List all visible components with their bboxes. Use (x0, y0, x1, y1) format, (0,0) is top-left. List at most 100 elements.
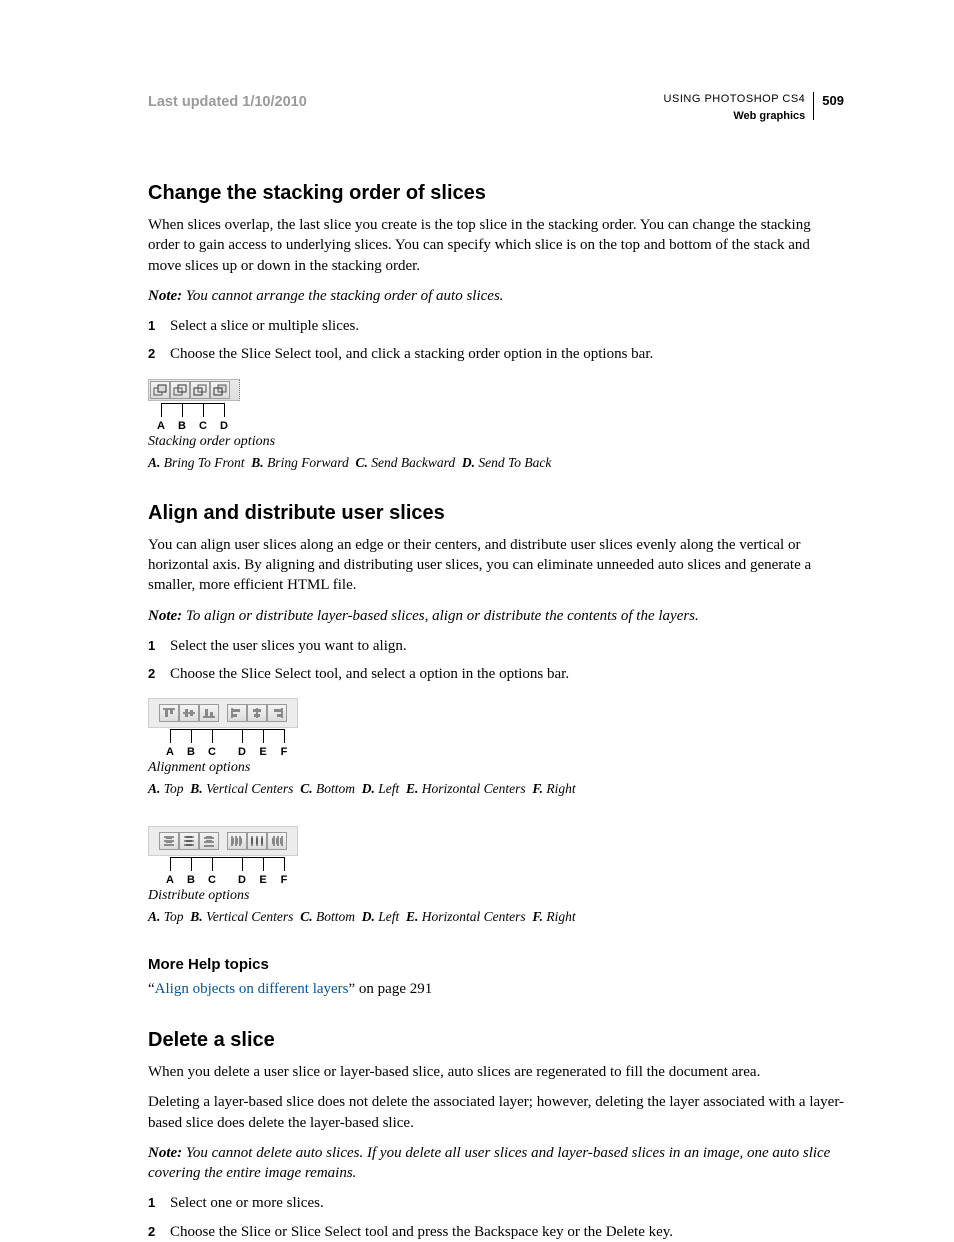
para: Deleting a layer-based slice does not de… (148, 1092, 844, 1133)
note-text: You cannot arrange the stacking order of… (186, 288, 504, 304)
help-link[interactable]: Align objects on different layers (155, 981, 349, 997)
align-vertical-group (159, 704, 219, 722)
align-left-icon (227, 704, 247, 722)
distribute-vertical-group (159, 832, 219, 850)
step-text: Choose the Slice or Slice Select tool an… (170, 1222, 673, 1242)
note-label: Note: (148, 608, 182, 624)
legend-value: Vertical Centers (206, 781, 293, 796)
align-top-icon (159, 704, 179, 722)
page-header: Last updated 1/10/2010 USING PHOTOSHOP C… (148, 92, 844, 122)
note-label: Note: (148, 1145, 182, 1161)
legend-value: Bottom (316, 909, 355, 924)
legend-key: A. (148, 455, 164, 470)
align-vcenter-icon (179, 704, 199, 722)
legend-key: C. (355, 455, 371, 470)
legend-value: Bottom (316, 781, 355, 796)
callout-label: B (178, 419, 186, 434)
quote-open: “ (148, 981, 155, 997)
step-text: Choose the Slice Select tool, and select… (170, 664, 569, 684)
send-backward-icon (190, 381, 210, 399)
note-text: To align or distribute layer-based slice… (186, 608, 699, 624)
legend-value: Top (164, 781, 184, 796)
step-num: 2 (148, 664, 170, 684)
legend-value: Vertical Centers (206, 909, 293, 924)
step-text: Select the user slices you want to align… (170, 636, 407, 656)
para: When you delete a user slice or layer-ba… (148, 1062, 844, 1082)
callout-label: A (166, 873, 174, 888)
toolbar-wrapper (148, 698, 298, 728)
distribute-right-icon (267, 832, 287, 850)
figure-caption: Alignment options (148, 759, 844, 778)
steps-list: 1Select the user slices you want to alig… (148, 636, 844, 685)
callout-label: D (238, 873, 246, 888)
toolbar-stacking (148, 379, 240, 401)
legend-value: Top (164, 909, 184, 924)
note-text: You cannot delete auto slices. If you de… (148, 1145, 830, 1181)
header-divider (813, 92, 814, 120)
legend-key: A. (148, 909, 164, 924)
callout-label: C (208, 745, 216, 760)
legend-key: E. (406, 909, 422, 924)
note-label: Note: (148, 288, 182, 304)
note: Note: To align or distribute layer-based… (148, 606, 844, 626)
heading-stacking: Change the stacking order of slices (148, 180, 844, 207)
figure-legend: A. Top B. Vertical Centers C. Bottom D. … (148, 780, 844, 798)
legend-value: Right (546, 909, 575, 924)
callouts: ABCDEF (148, 857, 298, 885)
figure-alignment-options: ABCDEF Alignment options A. Top B. Verti… (148, 698, 844, 798)
help-link-line: “Align objects on different layers” on p… (148, 979, 844, 999)
figure-legend: A. Bring To Front B. Bring Forward C. Se… (148, 454, 844, 472)
step: 1Select the user slices you want to alig… (148, 636, 844, 656)
distribute-top-icon (159, 832, 179, 850)
section-stacking-order: Change the stacking order of slices When… (148, 180, 844, 472)
help-after: ” on page 291 (349, 981, 433, 997)
callout-label: C (208, 873, 216, 888)
step-num: 1 (148, 1193, 170, 1213)
send-to-back-icon (210, 381, 230, 399)
last-updated: Last updated 1/10/2010 (148, 94, 307, 110)
callout-label: B (187, 873, 195, 888)
legend-value: Horizontal Centers (422, 781, 526, 796)
page-number: 509 (820, 92, 844, 110)
section-align-distribute: Align and distribute user slices You can… (148, 500, 844, 999)
align-bottom-icon (199, 704, 219, 722)
bring-to-front-icon (150, 381, 170, 399)
step-text: Select one or more slices. (170, 1193, 324, 1213)
legend-key: D. (462, 455, 479, 470)
legend-key: D. (362, 781, 379, 796)
step: 2Choose the Slice Select tool, and selec… (148, 664, 844, 684)
steps-list: 1Select a slice or multiple slices. 2Cho… (148, 316, 844, 365)
legend-key: A. (148, 781, 164, 796)
legend-value: Bring To Front (164, 455, 245, 470)
legend-key: B. (251, 455, 267, 470)
more-help-heading: More Help topics (148, 955, 844, 975)
heading-delete: Delete a slice (148, 1027, 844, 1054)
note: Note: You cannot delete auto slices. If … (148, 1143, 844, 1184)
legend-value: Left (378, 781, 399, 796)
legend-value: Left (378, 909, 399, 924)
section-delete-slice: Delete a slice When you delete a user sl… (148, 1027, 844, 1242)
step-num: 1 (148, 636, 170, 656)
legend-value: Send Backward (371, 455, 455, 470)
legend-value: Horizontal Centers (422, 909, 526, 924)
step: 1Select one or more slices. (148, 1193, 844, 1213)
legend-value: Send To Back (478, 455, 551, 470)
legend-key: F. (532, 909, 546, 924)
step: 1Select a slice or multiple slices. (148, 316, 844, 336)
figure-distribute-options: ABCDEF Distribute options A. Top B. Vert… (148, 826, 844, 926)
doc-section: Web graphics (664, 109, 806, 124)
toolbar-wrapper (148, 826, 298, 856)
legend-key: B. (190, 781, 206, 796)
step-text: Select a slice or multiple slices. (170, 316, 359, 336)
header-right: USING PHOTOSHOP CS4 Web graphics 509 (664, 92, 844, 124)
callout-label: D (238, 745, 246, 760)
step: 2Choose the Slice Select tool, and click… (148, 344, 844, 364)
step: 2Choose the Slice or Slice Select tool a… (148, 1222, 844, 1242)
para: You can align user slices along an edge … (148, 535, 844, 596)
callout-label: E (259, 745, 266, 760)
legend-key: C. (300, 909, 316, 924)
legend-value: Right (546, 781, 575, 796)
callout-label: B (187, 745, 195, 760)
legend-key: B. (190, 909, 206, 924)
align-horizontal-group (227, 704, 287, 722)
